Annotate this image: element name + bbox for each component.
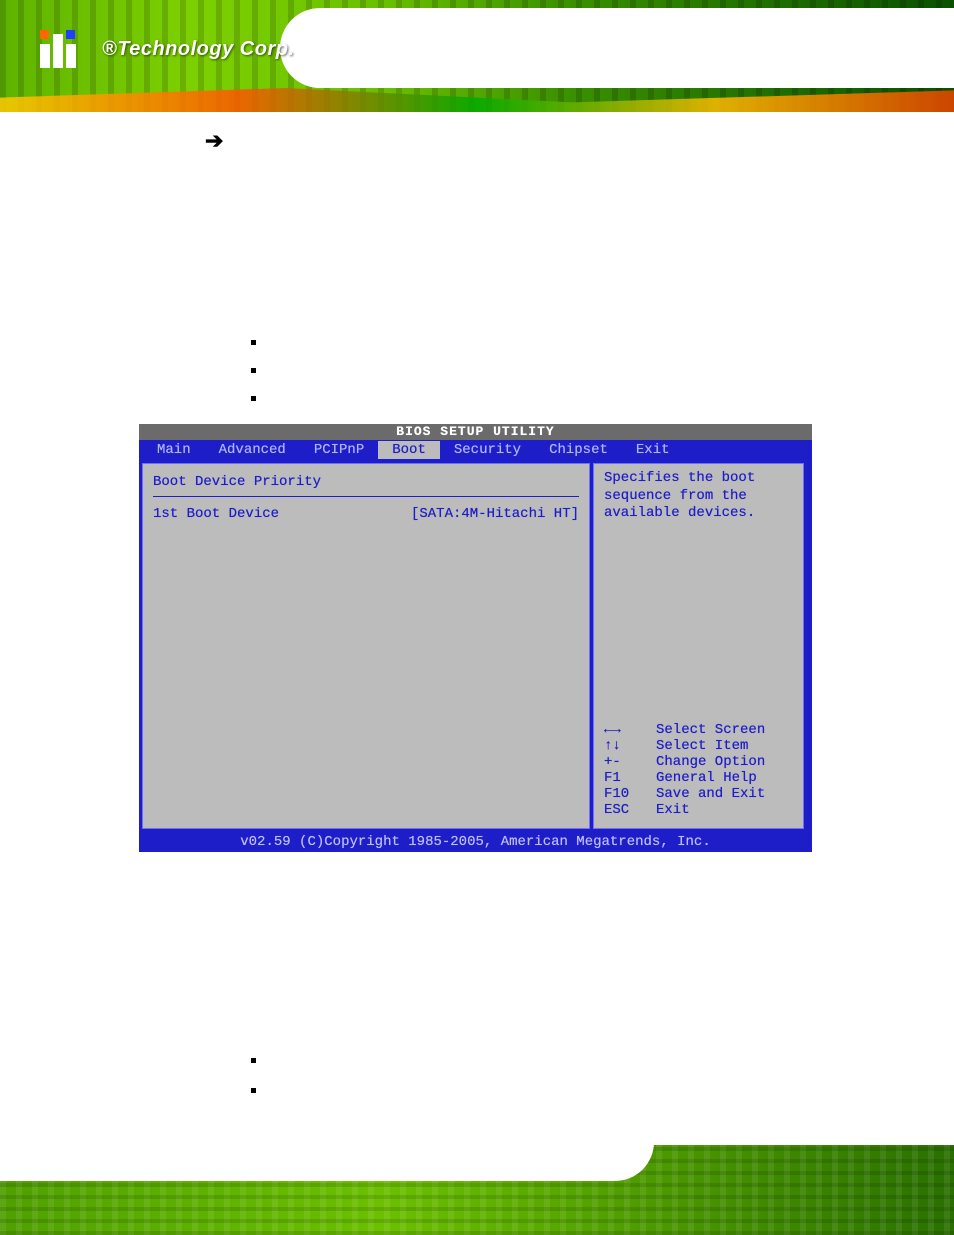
bios-option-value: [SATA:4M-Hitachi HT] [411, 506, 579, 522]
bios-option-label: 1st Boot Device [153, 506, 279, 522]
bios-tab-pcipnp[interactable]: PCIPnP [300, 441, 378, 459]
key-label: Exit [656, 802, 690, 818]
key: +- [604, 754, 656, 770]
key: F10 [604, 786, 656, 802]
bullet-icon [251, 1088, 256, 1093]
key-label: General Help [656, 770, 757, 786]
brand-text: ®Technology Corp. [102, 38, 295, 61]
bios-tab-boot[interactable]: Boot [378, 441, 440, 459]
key-label: Save and Exit [656, 786, 765, 802]
arrow-icon: ➔ [205, 128, 223, 154]
help-line: Specifies the boot [604, 470, 793, 488]
bios-right-panel: Specifies the boot sequence from the ava… [593, 463, 804, 829]
bios-tab-security[interactable]: Security [440, 441, 535, 459]
bios-tab-chipset[interactable]: Chipset [535, 441, 622, 459]
bullet-icon [251, 340, 256, 345]
key: F1 [604, 770, 656, 786]
bios-menubar: Main Advanced PCIPnP Boot Security Chips… [139, 440, 812, 460]
bios-section-heading: Boot Device Priority [153, 470, 579, 494]
bios-screenshot: BIOS SETUP UTILITY Main Advanced PCIPnP … [139, 424, 812, 854]
key-label: Change Option [656, 754, 765, 770]
bios-left-panel: Boot Device Priority 1st Boot Device [SA… [142, 463, 590, 829]
help-line: available devices. [604, 505, 793, 523]
bios-tab-main[interactable]: Main [143, 441, 205, 459]
bullet-icon [251, 396, 256, 401]
key: ←→ [604, 722, 656, 738]
key: ↑↓ [604, 738, 656, 754]
key-label: Select Item [656, 738, 748, 754]
divider [153, 496, 579, 497]
bios-body: Boot Device Priority 1st Boot Device [SA… [139, 460, 812, 832]
bios-title: BIOS SETUP UTILITY [139, 424, 812, 440]
iei-logo-icon [40, 30, 96, 68]
bios-tab-exit[interactable]: Exit [622, 441, 684, 459]
bios-tab-advanced[interactable]: Advanced [205, 441, 300, 459]
footer-white-curve [500, 1085, 954, 1145]
bios-footer: v02.59 (C)Copyright 1985-2005, American … [139, 832, 812, 852]
help-line: sequence from the [604, 488, 793, 506]
key-label: Select Screen [656, 722, 765, 738]
bullet-icon [251, 368, 256, 373]
bios-option-row[interactable]: 1st Boot Device [SATA:4M-Hitachi HT] [153, 505, 579, 523]
key: ESC [604, 802, 656, 818]
bullet-icon [251, 1058, 256, 1063]
bios-key-legend: ←→Select Screen ↑↓Select Item +-Change O… [604, 722, 793, 818]
bios-help-text: Specifies the boot sequence from the ava… [604, 470, 793, 523]
brand-logo: ®Technology Corp. [40, 30, 295, 68]
